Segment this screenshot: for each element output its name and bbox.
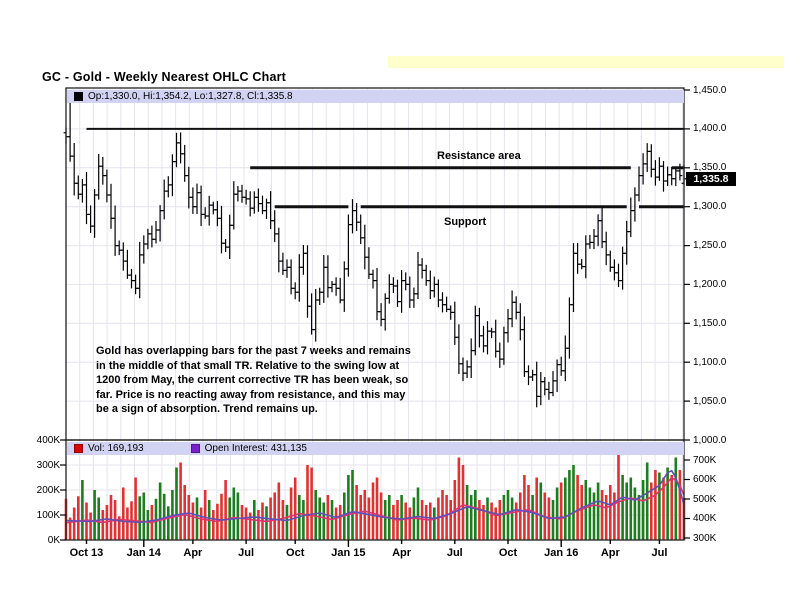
volume-left-tick-label: 300K (36, 459, 60, 471)
volume-right-tick-label: 700K (693, 454, 717, 466)
month-label: Jul (446, 547, 463, 559)
commentary-line: in the middle of that small TR. Relative… (96, 359, 400, 372)
month-label: Oct (498, 547, 518, 559)
month-label: Jul (238, 547, 255, 559)
open-interest-legend-marker (190, 444, 200, 453)
volume-legend-strip: Vol: 169,193 Open Interest: 431,135 (67, 442, 684, 455)
commentary-line: 1200 from May, the current corrective TR… (96, 374, 409, 387)
volume-legend-marker (74, 444, 83, 453)
month-label: Apr (600, 547, 620, 559)
ohlc-legend-text: Op:1,330.0, Hi:1,354.2, Lo:1,327.8, Cl:1… (88, 91, 293, 102)
volume-right-tick-label: 300K (693, 532, 717, 544)
last-price-flag: 1,335.8 (686, 172, 736, 186)
month-label: Oct 13 (69, 547, 104, 559)
resistance-area-annotation: Resistance area (437, 150, 521, 162)
commentary-line: far. Price is no reacting away from resi… (96, 388, 406, 401)
price-tick-label: 1,350.0 (693, 162, 727, 174)
page-title: GC - Gold - Weekly Nearest OHLC Chart (42, 70, 287, 84)
ohlc-legend-marker (74, 92, 83, 101)
price-tick-label: 1,150.0 (693, 317, 727, 329)
commentary-line: be a sign of absorption. Trend remains u… (96, 403, 318, 416)
volume-left-tick-label: 400K (36, 434, 60, 446)
volume-right-tick-label: 400K (693, 513, 717, 524)
price-tick-label: 1,000.0 (693, 434, 727, 446)
month-label: Jan 14 (126, 547, 161, 559)
open-interest-legend-text: Open Interest: 431,135 (204, 443, 307, 454)
price-tick-label: 1,050.0 (693, 395, 727, 407)
month-label: Jan 16 (544, 547, 579, 559)
month-label: Apr (183, 547, 203, 559)
commentary-line: Gold has overlapping bars for the past 7… (96, 345, 411, 357)
month-label: Apr (392, 547, 412, 559)
volume-legend-text: Vol: 169,193 (88, 443, 144, 454)
price-tick-label: 1,100.0 (693, 356, 727, 368)
yellow-highlight-bar (388, 56, 784, 68)
price-tick-label: 1,450.0 (693, 84, 727, 96)
price-tick-label: 1,200.0 (693, 278, 727, 290)
price-legend-strip: Op:1,330.0, Hi:1,354.2, Lo:1,327.8, Cl:1… (67, 90, 684, 103)
price-tick-label: 1,400.0 (693, 123, 727, 135)
volume-right-tick-label: 600K (693, 474, 717, 485)
volume-left-tick-label: 0K (47, 534, 60, 546)
month-label: Jan 15 (331, 547, 366, 559)
volume-left-tick-label: 200K (36, 484, 60, 496)
support-annotation: Support (444, 216, 487, 228)
month-label: Jul (651, 547, 668, 559)
chart-commentary: Gold has overlapping bars for the past 7… (96, 344, 456, 417)
price-tick-label: 1,250.0 (693, 240, 727, 252)
volume-right-tick-label: 500K (693, 493, 717, 505)
volume-left-tick-label: 100K (36, 509, 60, 521)
month-label: Oct (286, 547, 305, 559)
price-tick-label: 1,300.0 (693, 201, 727, 213)
